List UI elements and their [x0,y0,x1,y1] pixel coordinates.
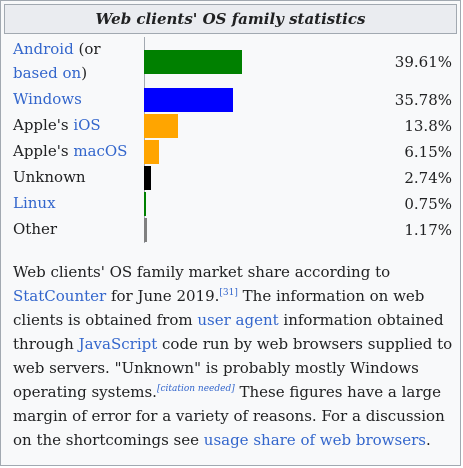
category-text: Apple's [13,116,74,134]
value-label: 35.78% [394,91,452,109]
value-label: 6.15% [404,143,452,161]
category-label: Android (or based on) [13,37,143,85]
bar [144,88,233,112]
category-label: Other [13,217,143,241]
category-link[interactable]: Windows [13,90,82,108]
description-text: Web clients' OS family market share acco… [13,263,391,281]
value-label: 13.8% [404,117,452,135]
description-link[interactable]: StatCounter [13,287,107,305]
category-text: Apple's [13,142,74,160]
description-text: . [425,431,431,449]
bar [144,192,146,216]
category-label: Unknown [13,165,143,189]
category-text: Other [13,220,58,238]
bar-row: Apple's macOS 6.15% [5,139,458,165]
bar-row: Linux 0.75% [5,191,458,217]
category-text: Unknown [13,168,86,186]
bar [144,140,160,164]
value-label: 2.74% [404,169,452,187]
description-link[interactable]: user agent [197,311,279,329]
category-label: Apple's macOS [13,139,143,163]
description-link[interactable]: [31] [219,288,238,298]
category-text: ) [81,64,88,82]
category-text: (or [73,40,101,58]
chart-description: Web clients' OS family market share acco… [13,260,453,452]
bar [144,114,179,138]
description-link[interactable]: usage share of web browsers [203,431,426,449]
category-link[interactable]: Linux [13,194,56,212]
description-link[interactable]: [citation needed] [156,384,235,394]
description-text: for June 2019. [106,287,220,305]
value-label: 1.17% [404,221,452,239]
description-link[interactable]: JavaScript [78,335,158,353]
bar [144,218,147,242]
category-label: Windows [13,87,143,111]
bar [144,166,151,190]
bar-row: Other 1.17% [5,217,458,243]
category-link[interactable]: based on [13,64,82,82]
value-label: 0.75% [404,195,452,213]
category-label: Linux [13,191,143,215]
chart-caption: Web clients' OS family statistics [4,4,457,34]
bar-chart: Android (or based on) 39.61% Windows 35.78%… [5,37,458,247]
description-text: The information on web clients is obtain… [13,287,425,329]
description-text: These figures have a large margin of err… [13,383,445,449]
value-label: 39.61% [394,53,452,71]
category-label: Apple's iOS [13,113,143,137]
bar-row: Unknown 2.74% [5,165,458,191]
bar-row: Apple's iOS 13.8% [5,113,458,139]
category-link[interactable]: macOS [73,142,128,160]
bar [144,50,242,74]
description-text: code run by web browsers supplied to web… [13,335,453,401]
bar-row: Android (or based on) 39.61% [5,37,458,85]
bar-row: Windows 35.78% [5,87,458,113]
description-text: information obtained through [13,311,444,353]
category-link[interactable]: iOS [73,116,101,134]
category-link[interactable]: Android [13,40,74,58]
